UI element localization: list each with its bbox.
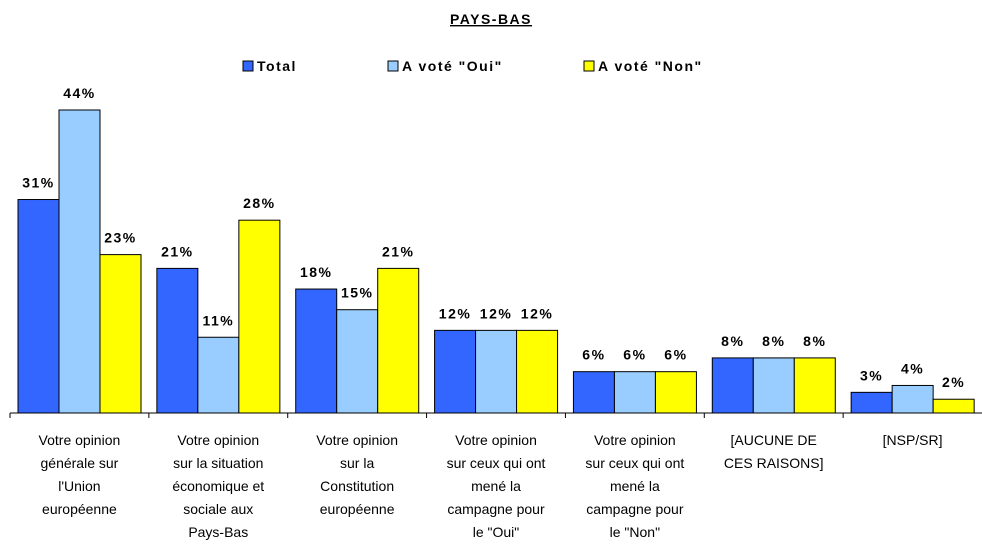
x-tick-label: CES RAISONS] bbox=[724, 455, 824, 471]
data-label: 8% bbox=[721, 333, 744, 349]
data-label: 21% bbox=[382, 243, 415, 259]
bar bbox=[891, 384, 934, 414]
bar bbox=[572, 371, 615, 414]
bar bbox=[377, 267, 420, 414]
bar bbox=[752, 357, 795, 414]
x-tick-label: sociale aux bbox=[183, 501, 253, 517]
bar bbox=[516, 329, 559, 414]
x-tick-label: sur ceux qui ont bbox=[447, 455, 546, 471]
x-tick-label: Votre opinion bbox=[455, 432, 537, 448]
bar bbox=[475, 329, 518, 414]
legend-swatch bbox=[387, 60, 399, 72]
legend-swatch bbox=[583, 60, 595, 72]
data-label: 23% bbox=[104, 230, 137, 246]
legend-swatch bbox=[242, 60, 254, 72]
data-label: 3% bbox=[860, 367, 883, 383]
x-tick-label: économique et bbox=[172, 478, 264, 494]
bar bbox=[711, 357, 754, 414]
bar bbox=[238, 219, 281, 414]
x-tick-label: le "Non" bbox=[610, 524, 660, 540]
data-label: 4% bbox=[901, 360, 924, 376]
data-label: 6% bbox=[582, 347, 605, 363]
chart-title: PAYS-BAS bbox=[450, 11, 532, 27]
data-label: 2% bbox=[942, 374, 965, 390]
data-label: 21% bbox=[161, 243, 194, 259]
x-tick-label: sur ceux qui ont bbox=[585, 455, 684, 471]
data-label: 18% bbox=[300, 264, 333, 280]
x-tick-label: l'Union bbox=[58, 478, 100, 494]
x-tick-label: européenne bbox=[320, 501, 395, 517]
data-label: 8% bbox=[803, 333, 826, 349]
data-label: 11% bbox=[202, 312, 234, 328]
legend-label: A voté "Non" bbox=[598, 58, 703, 74]
x-tick-label: générale sur bbox=[41, 455, 119, 471]
bar bbox=[932, 398, 975, 414]
bar bbox=[17, 199, 60, 414]
x-tick-label: sur la bbox=[340, 455, 374, 471]
x-tick-label: campagne pour bbox=[586, 501, 684, 517]
bar bbox=[336, 309, 379, 414]
x-tick-label: campagne pour bbox=[447, 501, 545, 517]
bar bbox=[58, 109, 101, 414]
data-label: 6% bbox=[623, 347, 646, 363]
data-label: 44% bbox=[63, 85, 96, 101]
data-label: 15% bbox=[341, 285, 374, 301]
x-tick-label: européenne bbox=[42, 501, 117, 517]
x-tick-label: [NSP/SR] bbox=[883, 432, 943, 448]
x-tick-label: sur la situation bbox=[173, 455, 263, 471]
legend-label: A voté "Oui" bbox=[402, 58, 503, 74]
x-tick-label: le "Oui" bbox=[473, 524, 520, 540]
bar bbox=[99, 254, 142, 414]
x-tick-label: Votre opinion bbox=[177, 432, 259, 448]
bar bbox=[197, 336, 240, 414]
bar bbox=[613, 371, 656, 414]
legend-label: Total bbox=[257, 58, 297, 74]
bar bbox=[156, 267, 199, 414]
x-tick-label: Votre opinion bbox=[316, 432, 398, 448]
data-label: 8% bbox=[762, 333, 785, 349]
x-tick-label: Constitution bbox=[320, 478, 394, 494]
x-tick-label: Votre opinion bbox=[594, 432, 676, 448]
bar bbox=[850, 391, 893, 414]
bar bbox=[295, 288, 338, 414]
x-tick-label: Votre opinion bbox=[39, 432, 121, 448]
x-tick-label: mené la bbox=[610, 478, 660, 494]
x-tick-label: Pays-Bas bbox=[188, 524, 248, 540]
bar bbox=[654, 371, 697, 414]
bar bbox=[434, 329, 477, 414]
bar bbox=[793, 357, 836, 414]
data-label: 28% bbox=[243, 195, 276, 211]
data-label: 12% bbox=[480, 305, 513, 321]
data-label: 12% bbox=[521, 305, 554, 321]
data-label: 12% bbox=[439, 305, 472, 321]
x-tick-label: [AUCUNE DE bbox=[731, 432, 817, 448]
x-tick-label: mené la bbox=[471, 478, 521, 494]
data-label: 6% bbox=[664, 347, 687, 363]
data-label: 31% bbox=[22, 175, 55, 191]
